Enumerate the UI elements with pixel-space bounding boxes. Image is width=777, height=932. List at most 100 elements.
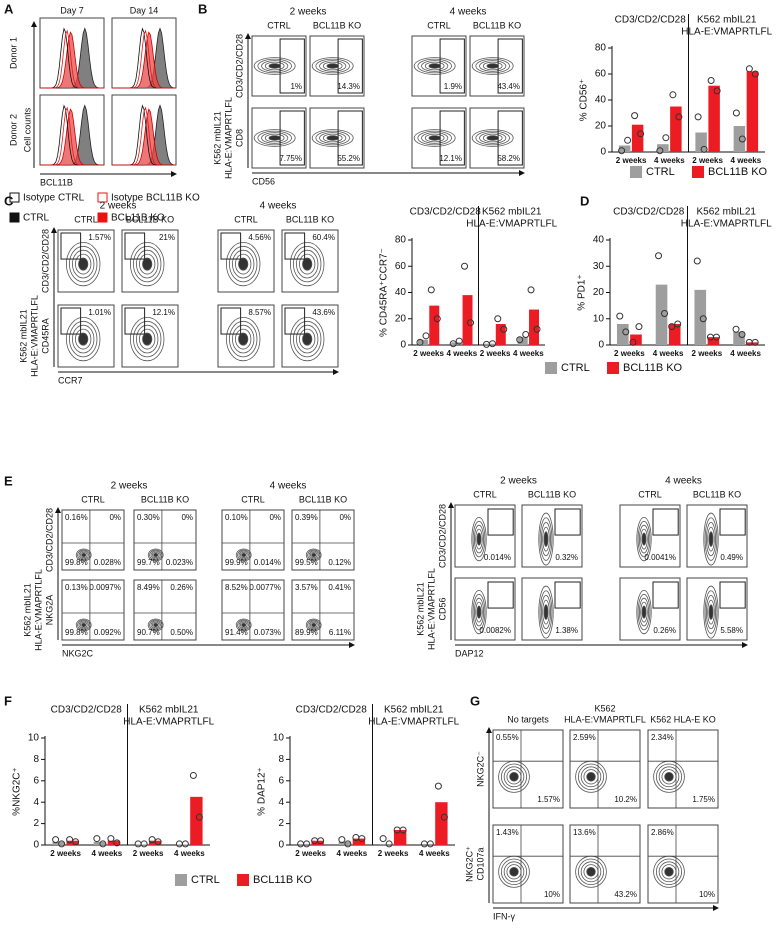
gate-percent: 99.8% xyxy=(65,628,88,637)
y-tick-label: 0 xyxy=(33,840,39,851)
cell-density xyxy=(147,618,164,632)
column-header: Day 7 xyxy=(60,5,84,15)
y-tick-label: 20 xyxy=(595,121,607,132)
cell-density xyxy=(472,593,486,631)
gate xyxy=(279,38,305,94)
x-tick-label: 2 weeks xyxy=(378,849,409,858)
gate xyxy=(60,307,82,335)
axis-label: DAP12 xyxy=(455,648,484,658)
group-label: K562 mbIL21 xyxy=(384,705,444,716)
donor-point xyxy=(494,315,502,323)
donor-point xyxy=(751,70,759,78)
histogram xyxy=(40,29,104,89)
cell-density xyxy=(319,132,347,144)
x-tick-label: 2 weeks xyxy=(50,849,81,858)
cell-density xyxy=(232,249,255,279)
gate-percent: 0.26% xyxy=(170,583,193,592)
bar xyxy=(429,305,440,345)
panel-letter: B xyxy=(198,1,207,16)
cell-density xyxy=(500,763,528,790)
cell-density xyxy=(704,517,718,561)
legend-swatch xyxy=(175,874,187,886)
cell-density xyxy=(309,551,318,559)
y-tick-label: 6 xyxy=(278,775,284,786)
cell-density xyxy=(539,517,553,561)
gate-percent: 12.1% xyxy=(152,308,175,317)
bar xyxy=(630,334,642,345)
cell-density xyxy=(72,324,95,354)
flow-plot xyxy=(647,824,719,904)
donor-point xyxy=(675,113,683,121)
cell-density xyxy=(290,242,325,287)
gate xyxy=(719,508,746,536)
cell-density xyxy=(302,257,313,271)
cell-density xyxy=(417,130,452,146)
panel-letter: F xyxy=(4,693,12,708)
cell-density xyxy=(235,618,252,632)
donor-point xyxy=(738,135,746,143)
column-header: K562 HLA-E KO xyxy=(650,714,716,724)
cell-density xyxy=(486,135,499,141)
cell-density xyxy=(238,550,249,560)
cell-density xyxy=(308,620,319,630)
axis-label: CD8 xyxy=(234,129,244,147)
legend-swatch xyxy=(237,874,249,886)
y-tick-label: 20 xyxy=(395,313,407,324)
cell-density xyxy=(225,242,261,287)
y-tick-label: 80 xyxy=(595,43,607,54)
group-label: K562 mbIL21 xyxy=(697,207,757,218)
gate xyxy=(439,38,465,94)
cell-density xyxy=(703,585,719,639)
y-tick-label: 0 xyxy=(600,147,606,158)
column-header: No targets xyxy=(507,714,549,724)
y-tick-label: 60 xyxy=(595,69,607,80)
time-header: 4 weeks xyxy=(270,481,307,492)
group-label: HLA-E:VMAPRTLFL xyxy=(466,219,557,230)
cell-density xyxy=(655,763,683,790)
gate-percent: 13.6% xyxy=(573,828,596,837)
axis-label: Cell counts xyxy=(22,107,32,152)
donor-point xyxy=(154,838,162,846)
time-header: 4 weeks xyxy=(260,201,297,212)
cell-density xyxy=(326,63,339,69)
donor-point xyxy=(751,338,759,346)
cell-density xyxy=(69,320,98,358)
donor-point xyxy=(527,286,535,294)
donor-point xyxy=(148,836,156,844)
donor-point xyxy=(693,257,701,265)
donor-point xyxy=(52,836,60,844)
group-label: CD3/CD2/CD28 xyxy=(613,207,685,218)
cell-density xyxy=(636,516,652,562)
cell-density xyxy=(81,622,87,628)
gate-percent: 2.86% xyxy=(651,828,674,837)
cell-density xyxy=(241,552,247,558)
gate xyxy=(60,232,82,260)
gate-percent: 5.58% xyxy=(720,626,743,635)
bar xyxy=(529,309,540,345)
flow-plot xyxy=(133,509,197,571)
gate xyxy=(554,581,581,609)
cell-density xyxy=(472,520,486,558)
cell-density xyxy=(290,316,325,362)
gate-percent: 10% xyxy=(544,890,560,899)
y-tick-label: 40 xyxy=(595,95,607,106)
gate-percent: 0.073% xyxy=(254,628,281,637)
cell-density xyxy=(311,622,317,628)
row-label: CD3/CD2/CD28 xyxy=(40,229,50,293)
row-label: HLA-E:VMAPRTLFL xyxy=(426,568,436,650)
panel-letter: G xyxy=(470,693,480,708)
column-header: Day 14 xyxy=(130,5,159,15)
donor-point xyxy=(533,325,541,333)
legend-label: BCL11B KO xyxy=(111,213,165,224)
column-header: CTRL xyxy=(241,494,265,504)
gate-percent: 1.43% xyxy=(496,828,519,837)
cell-density xyxy=(65,316,101,362)
group-label: CD3/CD2/CD28 xyxy=(410,207,482,218)
cell-density xyxy=(482,61,503,71)
gate-percent: 43.2% xyxy=(614,890,637,899)
bar xyxy=(352,838,366,845)
gate-percent: 91.4% xyxy=(225,628,248,637)
cell-density xyxy=(293,320,322,358)
donor-point xyxy=(732,109,740,117)
